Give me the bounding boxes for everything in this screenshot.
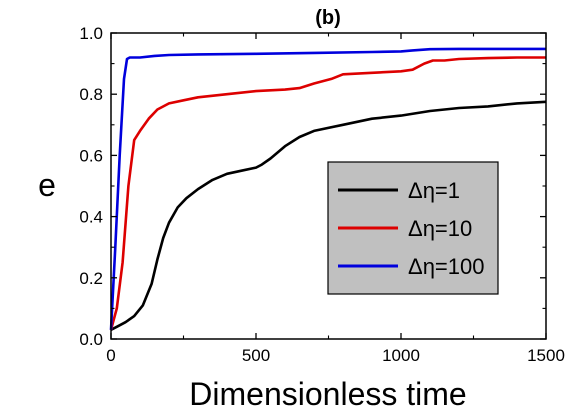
- y-tick-label: 0.8: [79, 85, 103, 104]
- x-tick-label: 0: [106, 346, 115, 365]
- y-tick-label: 0.0: [79, 330, 103, 349]
- legend-label-3: Δη=100: [408, 254, 484, 279]
- legend-label-2: Δη=10: [408, 216, 472, 241]
- x-axis-title: Dimensionless time: [189, 376, 466, 412]
- y-tick-label: 0.6: [79, 146, 103, 165]
- series-line-2: [109, 56, 546, 331]
- legend-label-1: Δη=1: [408, 178, 460, 203]
- x-tick-label: 1000: [382, 346, 420, 365]
- y-tick-label: 1.0: [79, 24, 103, 43]
- y-axis-title: e: [38, 167, 56, 203]
- series-layer: [109, 47, 547, 331]
- chart-title: (b): [315, 7, 341, 29]
- plot-frame: [110, 32, 547, 340]
- legend: Δη=1 Δη=10 Δη=100: [327, 161, 499, 295]
- y-tick-label: 0.2: [79, 269, 103, 288]
- series-line-3: [109, 47, 546, 330]
- x-tick-label: 1500: [527, 346, 565, 365]
- series-line-1: [110, 100, 547, 331]
- x-tick-label: 500: [242, 346, 270, 365]
- y-tick-label: 0.4: [79, 208, 103, 227]
